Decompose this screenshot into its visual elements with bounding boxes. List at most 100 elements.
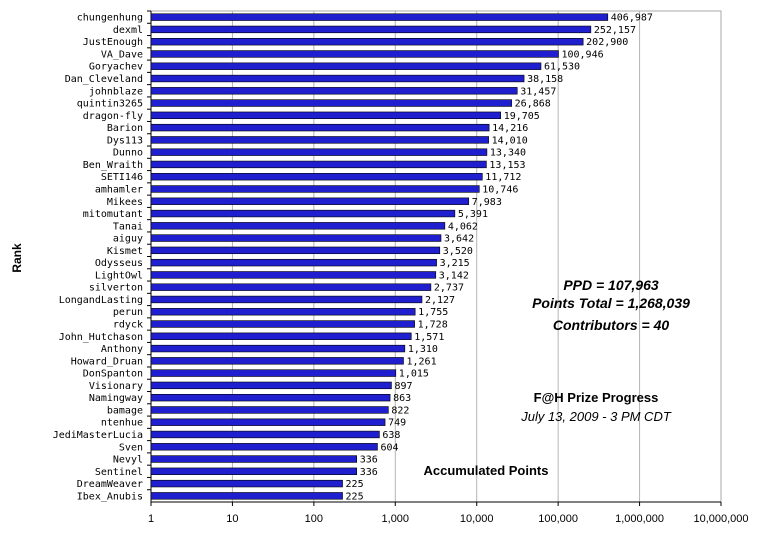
bar [150,369,397,377]
data-label: 3,642 [444,234,474,245]
x-tick-label: 1,000 [382,513,410,525]
contributors-annotation: Contributors = 40 [553,317,670,333]
bar [150,234,442,242]
data-label: 3,215 [440,258,470,269]
data-label: 4,062 [448,221,478,232]
data-label: 604 [380,442,398,453]
category-label: Ibex_Anubis [77,491,143,502]
data-label: 2,127 [425,295,455,306]
data-label: 3,142 [439,270,469,281]
x-tick-label: 1,000,000 [615,513,664,525]
category-label: DonSpanton [83,369,143,380]
data-label: 225 [346,479,364,490]
bar [150,258,437,267]
bar [150,50,559,58]
bar [150,467,358,475]
data-label: 822 [391,405,409,416]
category-label: Barion [107,123,143,134]
bar [150,13,609,21]
data-label: 13,340 [490,148,526,159]
data-label: 14,010 [492,135,528,146]
data-label: 336 [360,467,378,478]
data-label: 7,983 [472,197,502,208]
bar [150,123,490,132]
bars [150,13,609,500]
data-label: 202,900 [586,37,628,48]
category-label: Anthony [101,344,143,355]
category-label: Dunno [113,148,143,159]
category-label: Odysseus [95,258,143,269]
category-label: Ben_Wraith [83,160,143,171]
data-label: 1,755 [418,307,448,318]
category-label: LightOwl [95,270,143,281]
category-label: Visionary [89,381,143,392]
plot-area [150,10,722,503]
bar [150,418,386,426]
bar [150,308,416,316]
bar [150,173,483,181]
bar [150,222,446,230]
category-label: amhamler [95,184,143,195]
data-label: 61,530 [544,62,580,73]
bar [150,443,378,451]
data-label: 252,157 [594,25,636,36]
bar [150,393,391,402]
bar [150,332,412,340]
bar [150,381,392,390]
x-tick-label: 10,000 [460,513,494,525]
bar [150,344,406,353]
data-label: 1,571 [414,332,444,343]
data-label: 5,391 [458,209,488,220]
data-label: 638 [382,430,400,441]
x-axis: 1 10 100 1,000 10,000 100,000 1,000,000 10,000,… [147,10,749,525]
data-label: 100,946 [561,49,603,60]
x-tick-label: 100 [305,513,323,525]
bar [150,357,404,365]
bar [150,492,343,500]
y-axis-label: Rank [10,243,24,273]
bar [150,38,584,46]
category-label: ntenhue [101,418,143,429]
bar [150,455,358,463]
bar [150,406,389,414]
category-label: bamage [107,405,143,416]
data-label: 897 [394,381,412,392]
bar [150,320,415,328]
x-tick-label: 1 [148,513,154,525]
data-label: 13,153 [489,160,525,171]
bar [150,209,456,218]
category-label: John_Hutchason [59,332,143,343]
bar [150,197,470,205]
category-label: Sven [119,442,143,453]
data-label: 749 [388,418,406,429]
category-label: Tanai [113,221,143,232]
chart-title: F@H Prize Progress [534,390,659,405]
bar [150,99,512,107]
category-label: JediMasterLucia [53,430,143,441]
bar [150,74,525,83]
bar [150,160,487,169]
category-label: Howard_Druan [71,356,143,367]
bar [150,62,542,70]
bar [150,430,380,439]
data-label: 10,746 [482,184,518,195]
category-label: Dys113 [107,135,143,146]
data-label: 1,310 [408,344,438,355]
category-label: VA_Dave [101,49,143,60]
category-label: SETI146 [101,172,143,183]
data-label: 14,216 [492,123,528,134]
data-label: 1,728 [418,320,448,331]
bar [150,111,502,120]
category-label: silverton [89,283,143,294]
category-label: Sentinel [95,467,143,478]
x-axis-label: Accumulated Points [424,463,549,478]
data-label: 406,987 [611,13,653,24]
bar [150,185,480,193]
category-label: JustEnough [83,37,143,48]
data-label: 11,712 [485,172,521,183]
data-label: 863 [393,393,411,404]
data-label: 38,158 [527,74,563,85]
bar [150,25,592,34]
